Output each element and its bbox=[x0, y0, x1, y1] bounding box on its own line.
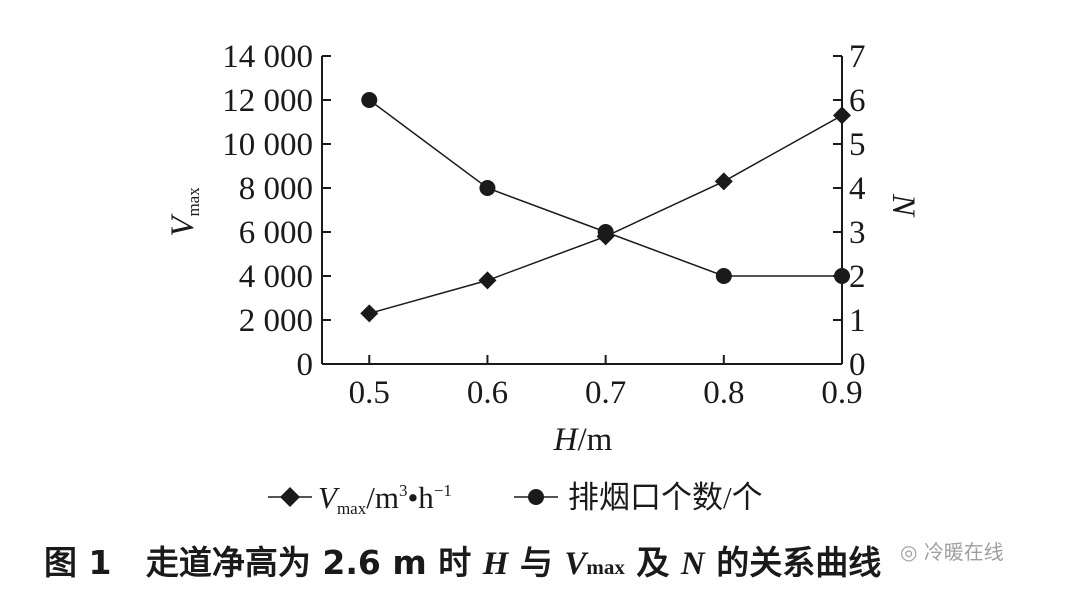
x-tick-label: 0.9 bbox=[821, 375, 862, 411]
caption-n: N bbox=[680, 546, 705, 582]
legend-circle-marker bbox=[528, 489, 544, 505]
ticks-layer: 0 2 000 4 000 6 000 8 000 10 000 12 000 14 000 0… bbox=[222, 39, 865, 411]
x-tick-label: 0.7 bbox=[585, 375, 626, 411]
left-y-tick-label: 8 000 bbox=[239, 171, 313, 207]
data-point-vmax bbox=[360, 304, 379, 323]
data-point-vmax bbox=[833, 106, 851, 125]
caption-v: V bbox=[564, 546, 587, 582]
left-y-tick-label: 0 bbox=[297, 347, 314, 383]
caption-fig-num: 图 1 bbox=[44, 543, 112, 582]
data-point-n bbox=[834, 268, 850, 284]
caption-text-1: 走道净高为 2.6 m 时 bbox=[145, 543, 472, 582]
right-y-tick-label: 4 bbox=[849, 171, 866, 207]
caption-yu: 与 bbox=[519, 543, 553, 582]
watermark-text: 冷暖在线 bbox=[923, 540, 1004, 564]
left-axis-label-sub: max bbox=[184, 187, 203, 217]
wechat-icon: ◎ bbox=[900, 540, 918, 564]
right-y-tick-label: 5 bbox=[849, 127, 866, 163]
right-axis-label: N bbox=[885, 193, 921, 218]
series-line-vmax bbox=[369, 114, 843, 315]
legend-label-vmax: Vmax/m3•h−1 bbox=[318, 480, 452, 518]
x-axis-label: H/m bbox=[553, 422, 613, 458]
chart: 0 2 000 4 000 6 000 8 000 10 000 12 000 14 000 0… bbox=[165, 39, 921, 518]
series-layer bbox=[360, 92, 851, 323]
caption-h: H bbox=[482, 546, 509, 582]
figure-caption: 图 1 走道净高为 2.6 m 时 H 与 Vmax 及 N 的关系曲线 bbox=[44, 536, 881, 584]
left-y-tick-label: 10 000 bbox=[222, 127, 313, 163]
series-line-n bbox=[368, 99, 842, 277]
right-y-tick-label: 1 bbox=[849, 303, 866, 339]
legend-label-n: 排烟口个数/个 bbox=[568, 480, 763, 515]
caption-v-sub: max bbox=[586, 555, 625, 579]
x-tick-label: 0.5 bbox=[349, 375, 390, 411]
left-y-tick-label: 14 000 bbox=[222, 39, 313, 75]
data-point-n bbox=[597, 224, 614, 240]
x-tick-label: 0.8 bbox=[703, 375, 744, 411]
right-y-tick-label: 6 bbox=[849, 83, 866, 119]
legend: Vmax/m3•h−1 排烟口个数/个 bbox=[268, 480, 763, 518]
left-y-tick-label: 6 000 bbox=[239, 215, 313, 251]
left-y-tick-label: 2 000 bbox=[239, 303, 313, 339]
data-point-n bbox=[715, 268, 732, 284]
right-y-tick-label: 3 bbox=[849, 215, 866, 251]
data-point-vmax bbox=[478, 271, 497, 290]
data-point-n bbox=[361, 92, 378, 108]
legend-diamond-marker bbox=[280, 487, 300, 507]
x-tick-label: 0.6 bbox=[467, 375, 508, 411]
right-y-tick-label: 0 bbox=[849, 347, 866, 383]
left-axis-label: Vmax bbox=[165, 187, 203, 237]
right-y-tick-label: 2 bbox=[849, 259, 866, 295]
watermark: ◎ 冷暖在线 bbox=[900, 536, 1004, 565]
left-y-tick-label: 12 000 bbox=[222, 83, 313, 119]
caption-text-2: 的关系曲线 bbox=[716, 543, 882, 582]
data-point-vmax bbox=[714, 172, 733, 191]
right-y-tick-label: 7 bbox=[849, 39, 866, 75]
data-point-n bbox=[479, 180, 496, 196]
left-y-tick-label: 4 000 bbox=[239, 259, 313, 295]
caption-ji: 及 bbox=[636, 543, 670, 582]
